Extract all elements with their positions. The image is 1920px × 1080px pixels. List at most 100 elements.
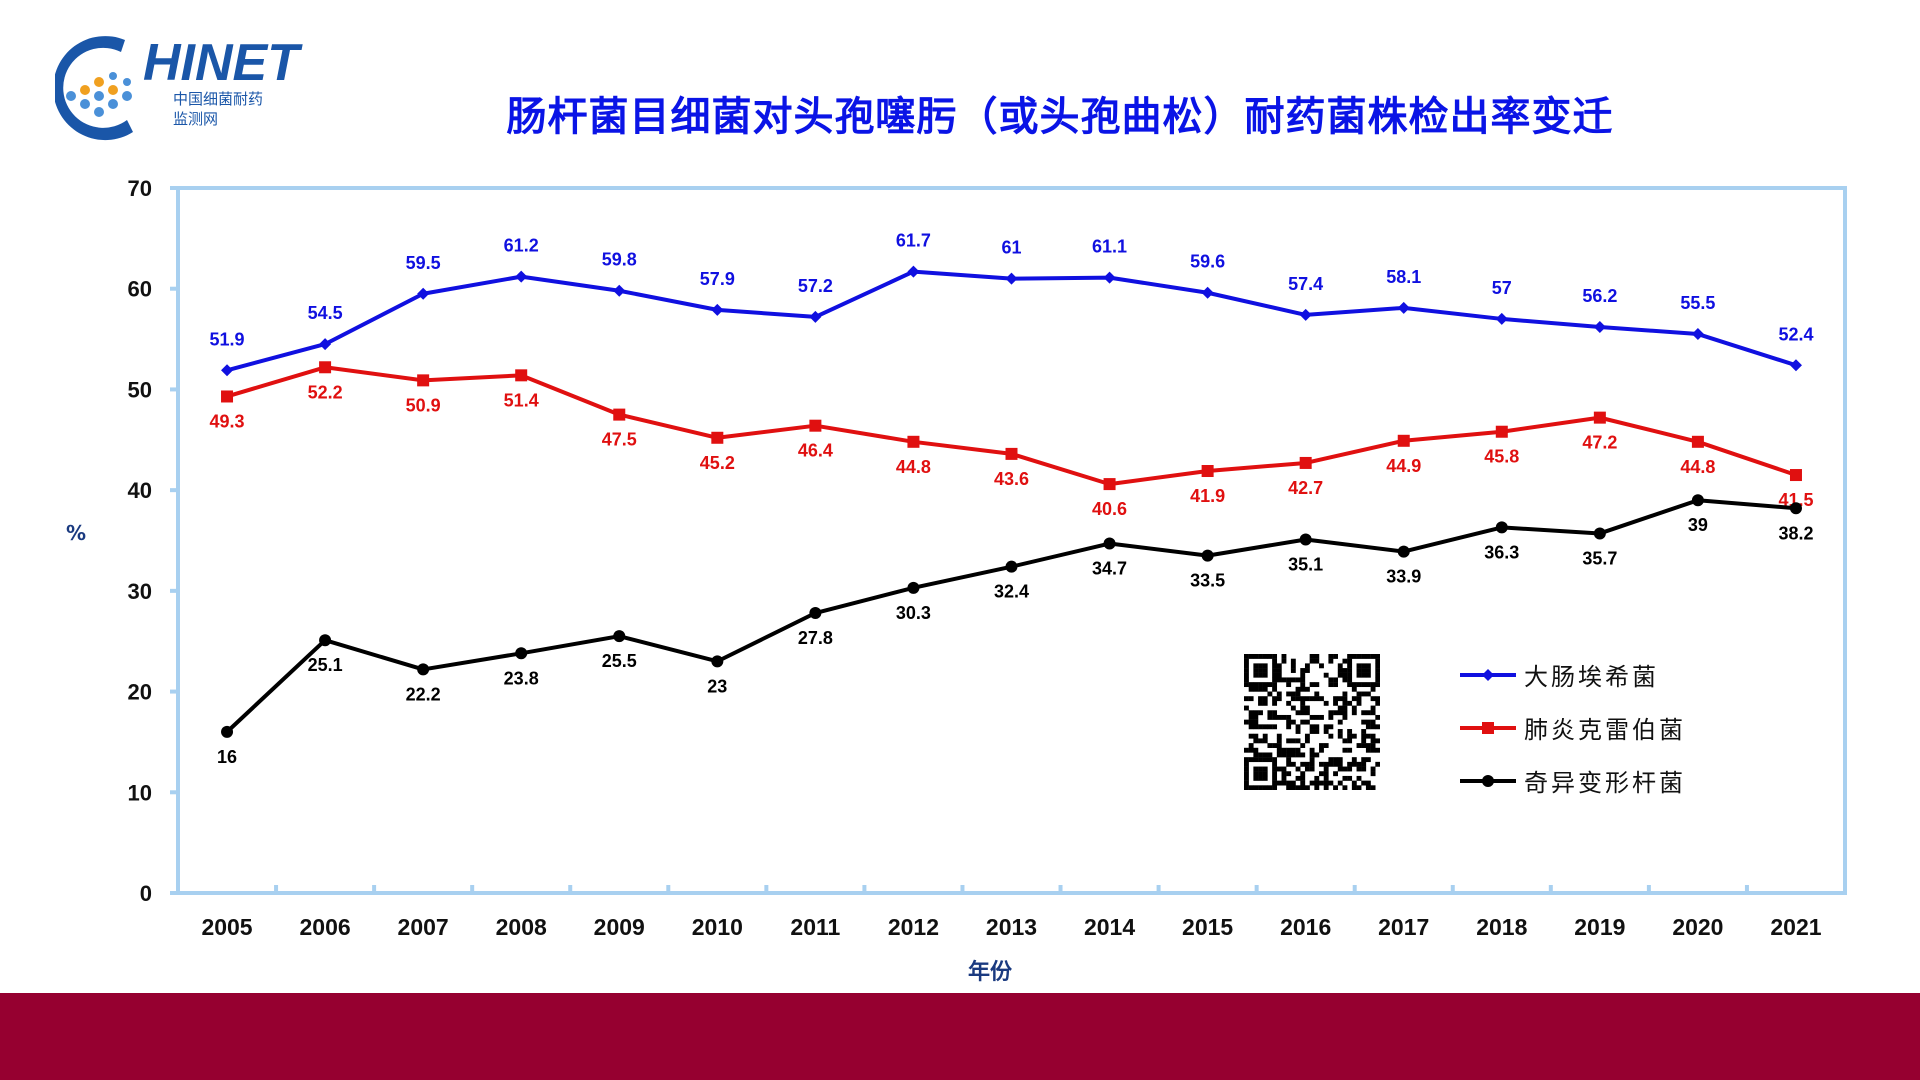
data-point [1593,411,1606,424]
data-label: 39 [1688,515,1708,535]
y-tick-label: 50 [128,377,152,402]
data-point [613,284,626,297]
x-tick-label: 2014 [1084,914,1135,940]
data-point [1789,469,1802,482]
plot-frame [176,186,1847,895]
data-label: 47.2 [1582,433,1617,453]
data-point [1201,549,1214,562]
data-label: 30.3 [896,603,931,623]
logo-subtitle: 中国细菌耐药 [173,90,263,108]
data-label: 61 [1001,238,1021,258]
data-label: 25.5 [602,651,637,671]
data-point [221,364,234,377]
data-point [711,303,724,316]
data-label: 27.8 [798,628,833,648]
x-tick-label: 2008 [496,914,547,940]
data-point [711,431,724,444]
data-label: 61.2 [504,236,539,256]
data-label: 43.6 [994,469,1029,489]
x-tick-label: 2007 [398,914,449,940]
data-point [1495,521,1508,534]
data-point [1103,478,1116,491]
data-point [613,630,626,643]
data-label: 59.6 [1190,252,1225,272]
x-tick-label: 2009 [594,914,645,940]
y-tick-label: 20 [128,680,152,705]
data-point [1397,434,1410,447]
data-point [1397,545,1410,558]
chinet-logo: HINET 中国细菌耐药 监测网 [55,34,303,141]
data-point [907,435,920,448]
x-tick-label: 2006 [300,914,351,940]
data-point [221,390,234,403]
legend-label: 大肠埃希菌 [1524,663,1659,691]
data-point [1201,465,1214,478]
data-point [613,408,626,421]
data-point [417,287,430,300]
x-tick-label: 2005 [201,914,252,940]
data-point [221,725,234,738]
y-tick-label: 60 [128,277,152,302]
data-point [1103,537,1116,550]
x-axis-label: 年份 [968,959,1013,985]
x-tick-label: 2019 [1574,914,1625,940]
data-label: 23.8 [504,668,539,688]
series-line-0 [226,269,1797,373]
data-point [711,655,724,668]
x-tick-label: 2018 [1476,914,1527,940]
footer-band [0,993,1920,1080]
data-point [1691,328,1704,341]
data-label: 41.5 [1778,490,1813,510]
data-label: 38.2 [1778,523,1813,543]
data-point [417,374,430,387]
logo-text: HINET [143,34,303,92]
data-label: 44.9 [1386,456,1421,476]
legend: 大肠埃希菌肺炎克雷伯菌 奇异变形杆菌 [1460,648,1760,807]
data-label: 47.5 [602,430,637,450]
data-point [1495,425,1508,438]
data-label: 35.1 [1288,554,1323,574]
data-label: 42.7 [1288,478,1323,498]
data-label: 41.9 [1190,486,1225,506]
y-tick-label: 0 [140,881,152,906]
data-point [1789,502,1802,515]
data-label: 51.4 [504,390,539,410]
data-label: 52.2 [308,382,343,402]
data-label: 44.8 [1680,457,1715,477]
data-label: 52.4 [1778,324,1813,344]
data-point [1005,272,1018,285]
data-label: 36.3 [1484,542,1519,562]
data-point [1691,494,1704,507]
data-label: 25.1 [308,655,343,675]
data-point [809,310,822,323]
chart-title: 肠杆菌目细菌对头孢噻肟（或头孢曲松）耐药菌株检出率变迁 [506,94,1614,140]
data-point [1397,301,1410,314]
data-label: 57.4 [1288,274,1323,294]
data-label: 16 [217,747,237,767]
data-label: 49.3 [210,411,245,431]
data-label: 45.2 [700,453,735,473]
series-line-1 [226,365,1797,487]
x-tick-label: 2021 [1770,914,1821,940]
data-label: 61.1 [1092,237,1127,257]
data-point [1103,271,1116,284]
data-label: 23 [707,676,727,696]
data-point [1593,527,1606,540]
legend-item: 奇异变形杆菌 [1460,754,1760,807]
data-label: 32.4 [994,582,1029,602]
data-label: 33.5 [1190,571,1225,591]
logo-subtitle-2: 监测网 [173,110,218,128]
data-label: 50.9 [406,395,441,415]
legend-item: 肺炎克雷伯菌 [1460,701,1760,754]
data-point [1005,447,1018,460]
x-tick-label: 2012 [888,914,939,940]
data-label: 57.9 [700,269,735,289]
x-tick-label: 2013 [986,914,1037,940]
data-point [809,419,822,432]
data-label: 57 [1492,278,1512,298]
y-tick-label: 30 [128,579,152,604]
data-point [1593,320,1606,333]
y-axis-label: % [66,521,86,545]
data-label: 22.2 [406,684,441,704]
